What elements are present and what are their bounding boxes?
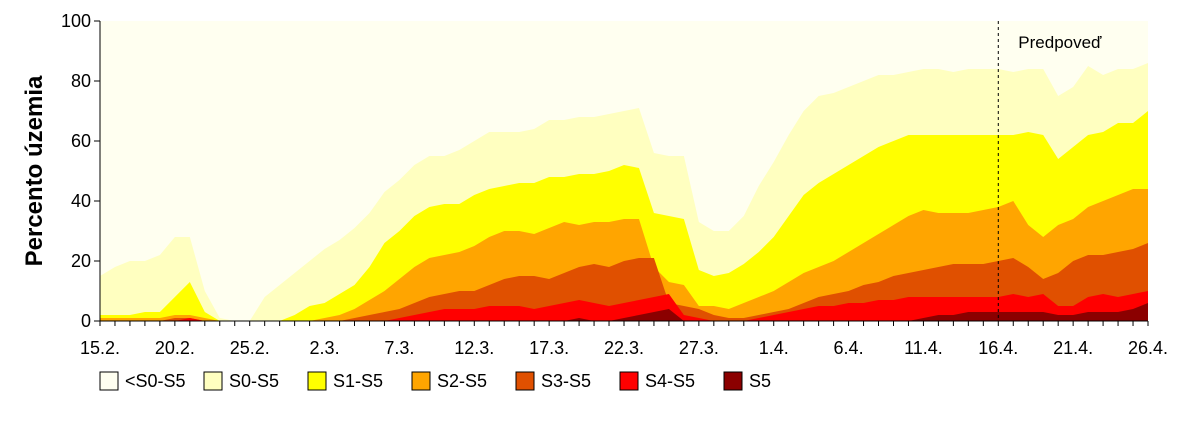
forecast-annotation: Predpoveď [1018, 33, 1102, 52]
x-tick-label: 2.3. [310, 338, 340, 358]
legend-label-5: S4-S5 [645, 371, 695, 391]
series-area-5 [100, 291, 1148, 321]
y-tick-label: 40 [71, 191, 91, 211]
y-tick-label: 80 [71, 71, 91, 91]
x-tick-labels: 15.2. 20.2. 25.2. 2.3. 7.3. 12.3. 17.3. 22.3. 27… [80, 321, 1168, 358]
legend-label-3: S2-S5 [437, 371, 487, 391]
legend-swatch-1 [203, 371, 223, 391]
x-tick-label: 6.4. [834, 338, 864, 358]
x-tick-label: 25.2. [230, 338, 270, 358]
legend-label-0: <S0-S5 [125, 371, 186, 391]
legend-swatch-5 [619, 371, 639, 391]
series-layer [100, 21, 1148, 321]
x-tick-label: 1.4. [759, 338, 789, 358]
x-tick-label: 16.4. [978, 338, 1018, 358]
x-tick-label: 21.4. [1053, 338, 1093, 358]
legend-swatch-3 [411, 371, 431, 391]
legend-swatch-0 [99, 371, 119, 391]
x-tick-label: 11.4. [904, 338, 943, 358]
x-tick-label: 12.3. [454, 338, 494, 358]
legend-label-4: S3-S5 [541, 371, 591, 391]
x-tick-label: 26.4. [1128, 338, 1168, 358]
y-tick-label: 0 [81, 311, 91, 331]
legend-label-6: S5 [749, 371, 771, 391]
x-tick-label: 7.3. [384, 338, 414, 358]
legend-label-1: S0-S5 [229, 371, 279, 391]
legend-label-2: S1-S5 [333, 371, 383, 391]
y-axis-label: Percento územia [21, 75, 48, 266]
x-tick-label: 27.3. [679, 338, 719, 358]
y-tick-label: 20 [71, 251, 91, 271]
legend: <S0-S5 S0-S5 S1-S5 S2-S5 S3-S5 S4-S5 S5 [99, 371, 771, 391]
legend-swatch-4 [515, 371, 535, 391]
y-tick-label: 60 [71, 131, 91, 151]
x-tick-label: 17.3. [529, 338, 569, 358]
x-tick-label: 15.2. [80, 338, 120, 358]
series-area-6 [100, 303, 1148, 321]
x-tick-label: 20.2. [155, 338, 195, 358]
legend-swatch-6 [723, 371, 743, 391]
y-tick-label: 100 [61, 11, 91, 31]
y-tick-labels: 0 20 40 60 80 100 [61, 11, 100, 331]
x-tick-label: 22.3. [604, 338, 644, 358]
legend-swatch-2 [307, 371, 327, 391]
